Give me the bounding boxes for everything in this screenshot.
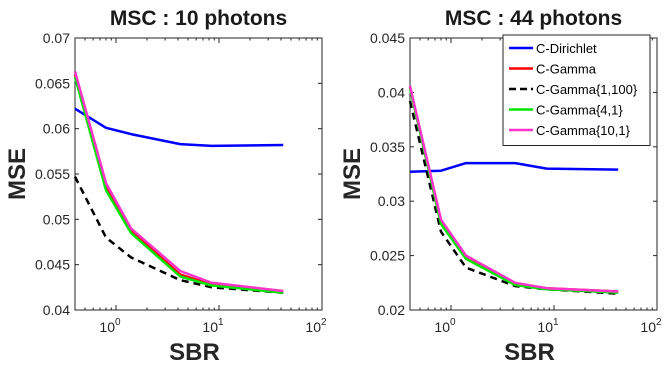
chart-title: MSC : 10 photons <box>110 7 287 30</box>
y-axis-label: MSE <box>339 148 366 200</box>
y-tick-label: 0.025 <box>370 248 405 264</box>
series-line-4 <box>73 76 284 295</box>
x-tick-label: 101 <box>202 317 224 335</box>
legend-entry: C-Dirichlet <box>536 41 597 56</box>
x-tick-label: 102 <box>305 317 327 335</box>
x-axis-label: SBR <box>169 339 220 366</box>
y-tick-label: 0.055 <box>35 166 70 182</box>
series-line-3 <box>408 100 619 295</box>
legend-entry: C-Gamma <box>536 62 597 77</box>
legend-entry: C-Gamma{4,1} <box>536 103 623 118</box>
chart-title: MSC : 44 photons <box>445 7 622 30</box>
series-line-5 <box>408 85 619 293</box>
y-tick-label: 0.07 <box>43 30 70 46</box>
y-tick-label: 0.035 <box>370 139 405 155</box>
series-line-1 <box>74 107 284 148</box>
y-tick-label: 0.02 <box>378 302 405 318</box>
chart-panel-2: 0.02 0.025 0.03 0.035 0.04 0.045 100 101 102 MSC … <box>339 7 662 366</box>
y-tick-label: 0.04 <box>43 302 70 318</box>
axes-box <box>74 37 323 311</box>
x-axis-label: SBR <box>504 339 555 366</box>
y-tick-label: 0.06 <box>43 121 70 137</box>
x-tick-label: 100 <box>99 317 121 335</box>
legend-box <box>502 34 651 146</box>
series-line-5 <box>73 71 284 293</box>
x-tick-label: 102 <box>640 317 662 335</box>
y-tick-label: 0.065 <box>35 75 70 91</box>
chart-panel-1: 0.04 0.045 0.05 0.055 0.06 0.065 0.07 100 101 102… <box>4 7 327 366</box>
y-tick-label: 0.03 <box>378 193 405 209</box>
y-tick-label: 0.045 <box>35 257 70 273</box>
y-tick-label: 0.04 <box>378 84 405 100</box>
legend-entry: C-Gamma{10,1} <box>536 123 631 138</box>
series-line-3 <box>73 176 284 295</box>
y-tick-label: 0.045 <box>370 30 405 46</box>
legend: C-Dirichlet C-Gamma C-Gamma{1,100} C-Gamma{… <box>502 34 651 146</box>
x-tick-label: 100 <box>434 317 456 335</box>
x-tick-label: 101 <box>537 317 559 335</box>
legend-entry: C-Gamma{1,100} <box>536 82 638 97</box>
y-tick-label: 0.05 <box>43 211 70 227</box>
y-axis-label: MSE <box>4 148 31 200</box>
series-line-1 <box>409 161 619 174</box>
